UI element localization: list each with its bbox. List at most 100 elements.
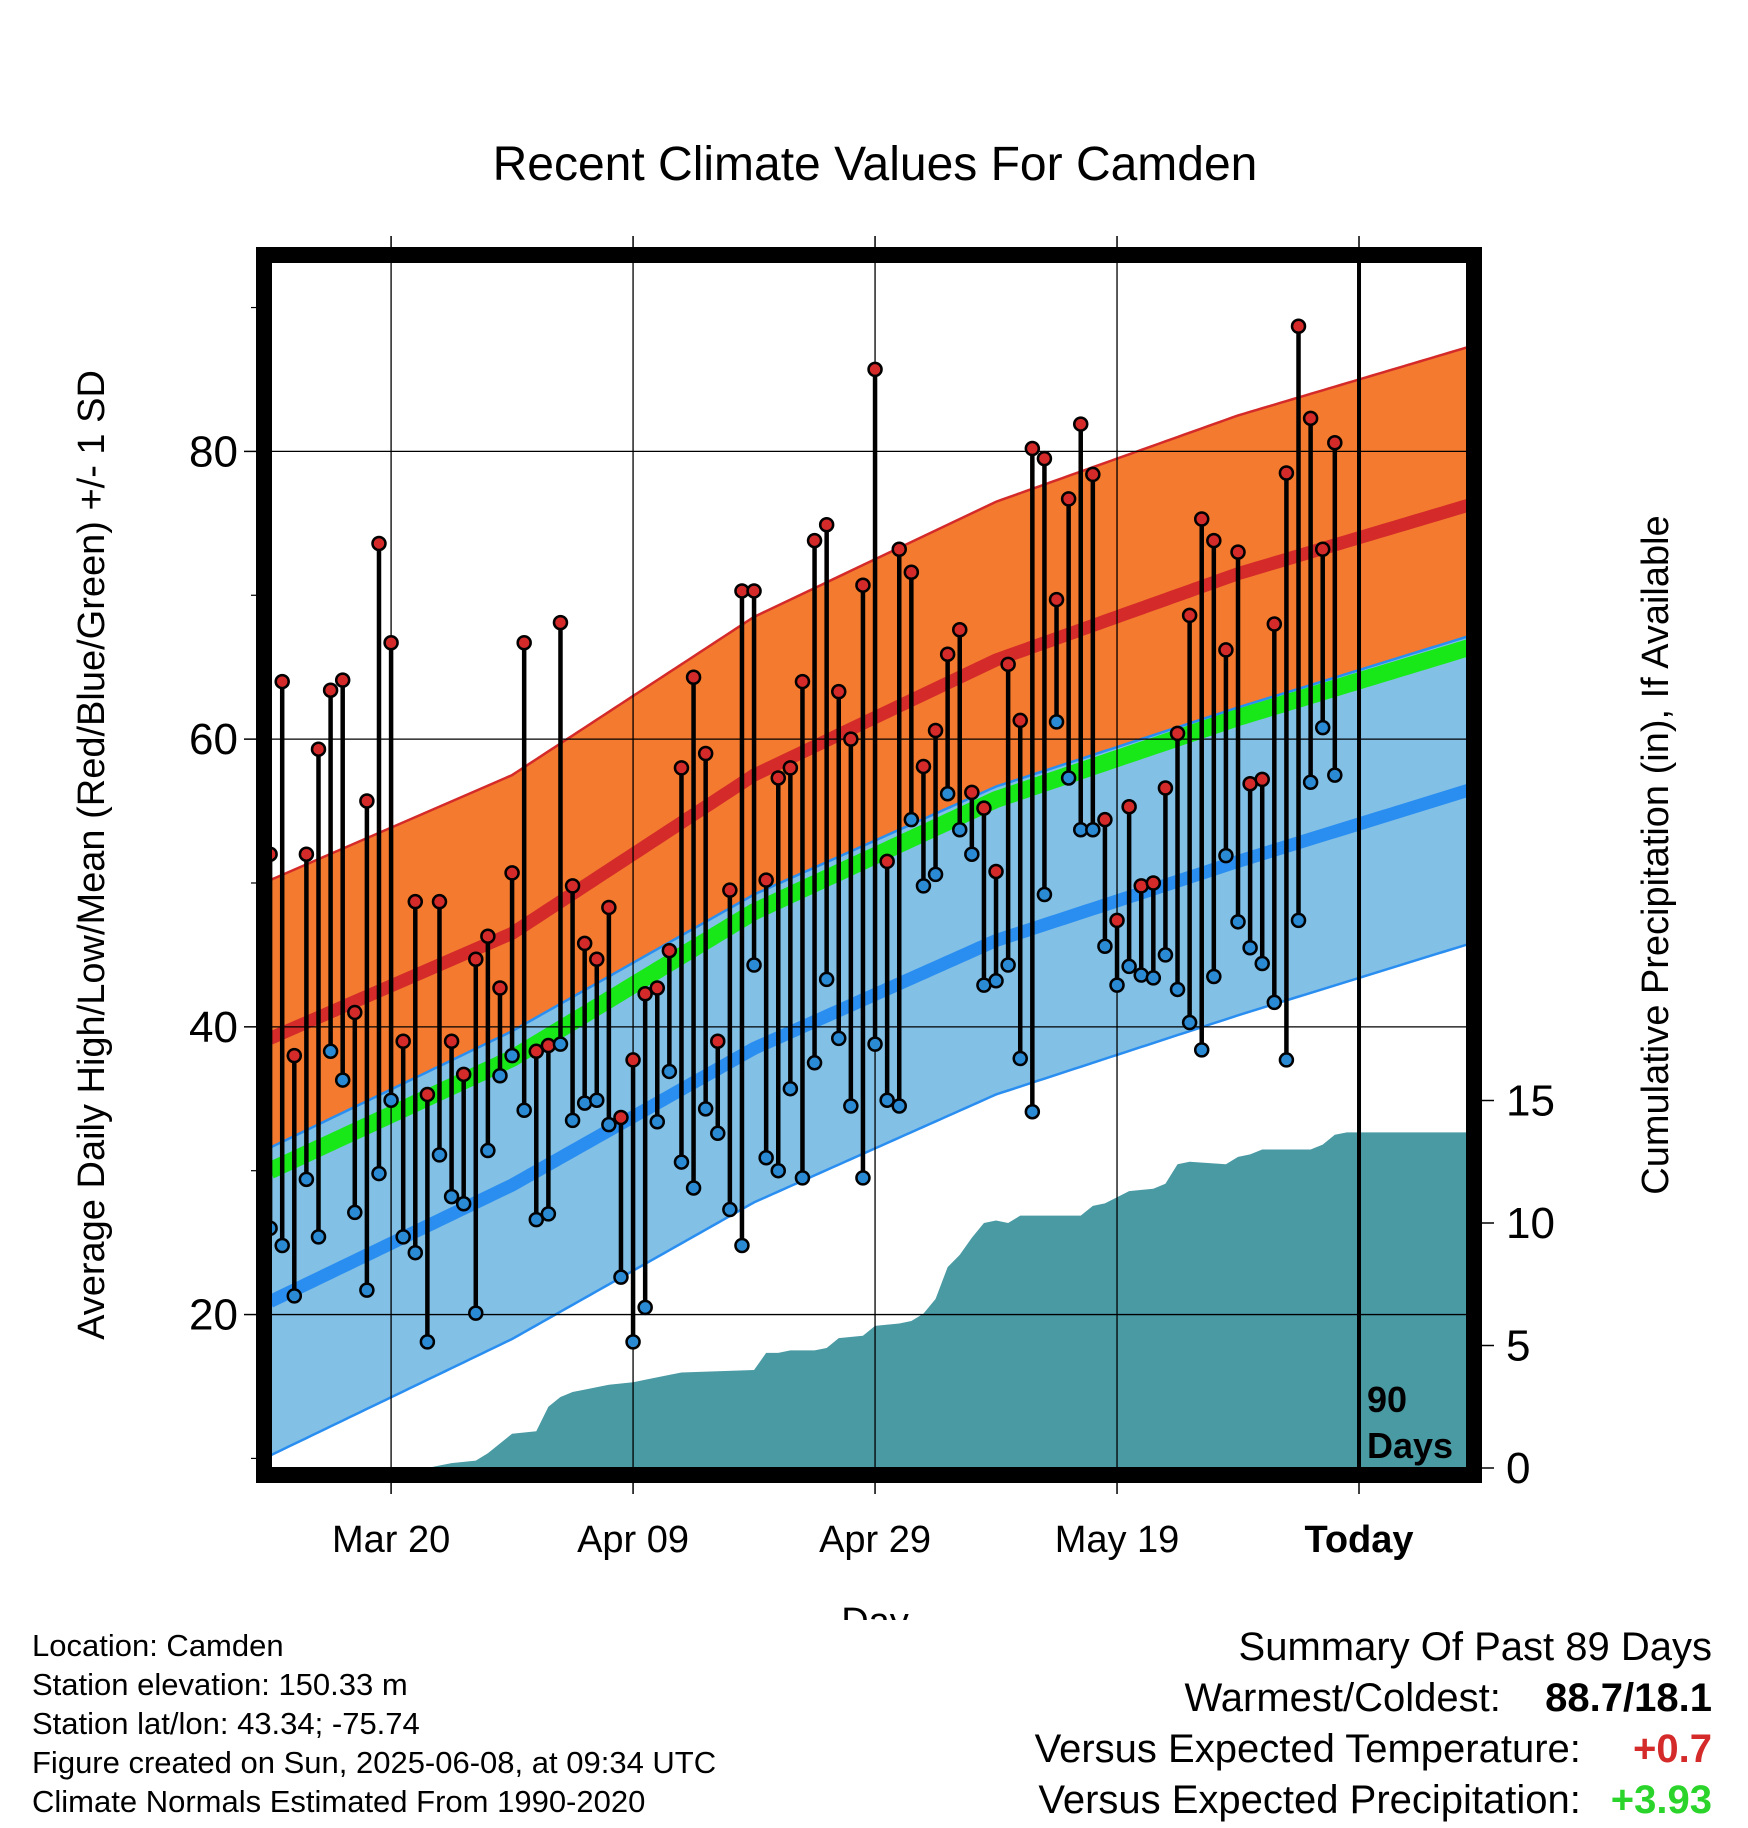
warmest-value: 88.7/18.1: [1545, 1676, 1712, 1720]
low-point: [927, 866, 944, 883]
high-point: [480, 928, 496, 944]
climate-chart: 90 Days 20 40 60 80 Mar 20 Apr 09 Apr 29 May 19 To…: [71, 138, 1677, 1620]
x-tick-label: May 19: [1055, 1519, 1180, 1561]
high-point: [528, 1043, 545, 1060]
y-tick-label: 40: [189, 1003, 238, 1052]
summary-prec-row: Versus Expected Precipitation: +3.93: [1035, 1775, 1712, 1826]
high-point: [395, 1033, 411, 1049]
low-point: [468, 1305, 484, 1321]
low-point: [758, 1150, 774, 1166]
high-point: [818, 517, 835, 533]
x-axis-label: Day: [841, 1601, 909, 1620]
low-point: [673, 1154, 690, 1170]
high-point: [286, 1047, 303, 1064]
high-point: [1230, 544, 1246, 560]
high-point: [939, 646, 956, 662]
high-point: [673, 760, 690, 776]
low-point: [601, 1116, 617, 1133]
high-point: [443, 1033, 460, 1049]
low-point: [528, 1211, 545, 1228]
high-point: [915, 758, 932, 775]
low-point: [951, 822, 968, 838]
high-point: [710, 1033, 726, 1049]
high-point: [468, 951, 484, 967]
high-point: [855, 577, 871, 593]
high-point: [274, 673, 290, 690]
high-point: [1181, 607, 1198, 624]
low-point: [1121, 958, 1137, 975]
low-point: [419, 1334, 436, 1350]
low-point: [661, 1063, 678, 1080]
high-point: [455, 1066, 472, 1083]
today-marker-label: 90: [1367, 1379, 1407, 1420]
x-tick-label: Apr 29: [819, 1519, 931, 1561]
high-point: [1314, 541, 1331, 557]
low-point: [504, 1047, 520, 1064]
low-point: [770, 1162, 787, 1179]
low-point: [734, 1237, 750, 1254]
high-point: [637, 986, 653, 1002]
high-point: [722, 882, 738, 898]
high-point: [1109, 912, 1125, 929]
low-point: [1000, 957, 1016, 973]
x-tick-label: Mar 20: [332, 1519, 450, 1561]
low-point: [1012, 1050, 1028, 1067]
low-point: [274, 1237, 290, 1254]
high-point: [1085, 466, 1101, 483]
low-point: [1278, 1052, 1295, 1068]
high-point: [1193, 511, 1210, 527]
y-tick-label: 80: [189, 427, 238, 476]
low-point: [794, 1170, 811, 1186]
low-point: [1109, 977, 1125, 993]
high-point: [431, 893, 448, 910]
low-point: [964, 846, 980, 862]
low-point: [1097, 938, 1113, 955]
high-point: [310, 741, 327, 757]
prec-value: +3.93: [1610, 1778, 1712, 1822]
created-text: Figure created on Sun, 2025-06-08, at 09…: [32, 1745, 717, 1780]
low-point: [310, 1229, 327, 1245]
high-point: [794, 673, 811, 690]
high-point: [383, 634, 399, 651]
low-point: [613, 1269, 629, 1285]
low-point: [347, 1204, 363, 1221]
low-point: [1048, 714, 1065, 730]
low-point: [1085, 822, 1101, 838]
summary-title: Summary Of Past 89 Days: [1238, 1625, 1712, 1669]
high-point: [322, 682, 339, 698]
low-point: [818, 971, 835, 988]
high-point: [746, 583, 762, 599]
low-point: [1254, 955, 1270, 972]
high-point: [1327, 435, 1343, 451]
high-point: [843, 731, 859, 747]
y2-tick-label: 5: [1506, 1322, 1530, 1371]
low-point: [552, 1036, 569, 1052]
low-point: [1327, 767, 1343, 783]
plot-area: 90 Days: [270, 260, 1468, 1470]
location-text: Location: Camden: [32, 1628, 284, 1663]
low-point: [710, 1125, 726, 1142]
low-point: [407, 1244, 424, 1261]
low-point: [625, 1334, 641, 1350]
high-point: [1266, 616, 1283, 632]
high-point: [1290, 318, 1307, 334]
low-point: [891, 1098, 907, 1114]
high-point: [1012, 712, 1028, 729]
low-point: [455, 1196, 472, 1212]
high-point: [625, 1052, 641, 1068]
low-point: [564, 1112, 581, 1129]
high-point: [976, 800, 992, 816]
high-point: [1060, 491, 1077, 507]
high-point: [1157, 780, 1174, 796]
high-point: [1206, 532, 1222, 549]
low-point: [383, 1092, 399, 1108]
low-point: [746, 957, 762, 973]
high-point: [1218, 642, 1234, 658]
x-tick-label: Apr 09: [577, 1519, 689, 1561]
low-point: [806, 1055, 823, 1071]
high-point: [879, 853, 895, 870]
y-tick-label: 60: [189, 715, 238, 764]
prec-label: Versus Expected Precipitation:: [1038, 1778, 1581, 1822]
y2-tick-label: 0: [1506, 1444, 1530, 1493]
low-point: [540, 1206, 557, 1222]
